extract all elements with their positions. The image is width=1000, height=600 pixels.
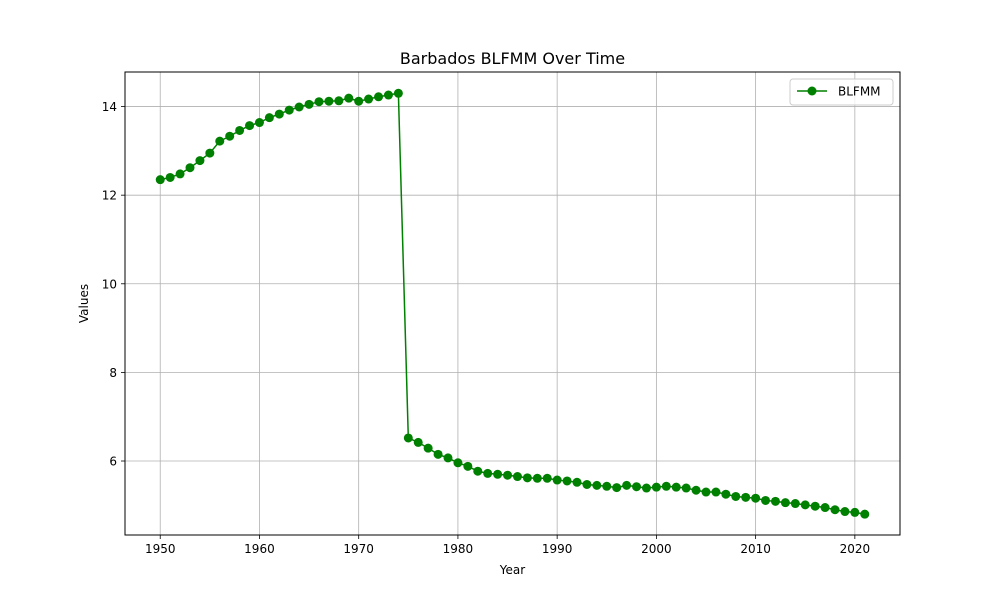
x-tick-label: 1990 xyxy=(542,542,573,556)
legend-marker-swatch xyxy=(807,86,817,96)
data-point xyxy=(403,433,413,443)
data-point xyxy=(433,449,443,459)
data-point xyxy=(512,472,522,482)
data-point xyxy=(850,507,860,517)
data-point xyxy=(691,485,701,495)
legend-box xyxy=(789,78,894,106)
data-point xyxy=(582,479,592,489)
data-point xyxy=(503,470,513,480)
grid xyxy=(125,72,900,535)
data-point xyxy=(254,118,264,128)
data-point xyxy=(185,163,195,173)
series-layer xyxy=(155,88,870,519)
data-point xyxy=(770,496,780,506)
data-point xyxy=(840,507,850,517)
data-point xyxy=(810,501,820,511)
y-tick-label: 12 xyxy=(102,189,117,203)
x-tick-label: 1980 xyxy=(443,542,474,556)
y-tick-label: 14 xyxy=(102,100,117,114)
data-point xyxy=(761,495,771,505)
data-point xyxy=(790,499,800,509)
x-tick-label: 2010 xyxy=(740,542,771,556)
data-point xyxy=(284,105,294,115)
data-point xyxy=(522,473,532,483)
data-point xyxy=(622,480,632,490)
data-point xyxy=(274,109,284,119)
x-tick-label: 1970 xyxy=(343,542,374,556)
data-point xyxy=(800,500,810,510)
data-point xyxy=(741,492,751,502)
y-axis: 6 8 10 12 14 xyxy=(102,100,125,469)
data-point xyxy=(225,131,235,141)
data-point xyxy=(324,96,334,106)
data-point xyxy=(205,148,215,158)
data-point xyxy=(393,88,403,98)
data-point xyxy=(751,493,761,503)
data-point xyxy=(552,475,562,485)
data-point xyxy=(354,96,364,106)
data-point xyxy=(532,473,542,483)
data-point xyxy=(671,482,681,492)
data-point xyxy=(264,113,274,123)
data-point xyxy=(572,477,582,487)
y-tick-label: 6 xyxy=(109,455,117,469)
data-point xyxy=(681,483,691,493)
data-point xyxy=(304,99,314,109)
data-point xyxy=(473,466,483,476)
legend-label: BLFMM xyxy=(838,85,881,99)
data-point xyxy=(344,93,354,103)
data-point xyxy=(661,481,671,491)
data-point xyxy=(235,125,245,135)
legend: BLFMM xyxy=(789,78,894,106)
plot-frame xyxy=(124,71,901,536)
x-tick-label: 2000 xyxy=(641,542,672,556)
x-axis: 1950 1960 1970 1980 1990 2000 2010 2020 xyxy=(145,535,870,556)
x-axis-title: Year xyxy=(499,563,525,577)
data-point xyxy=(860,509,870,519)
data-point xyxy=(155,175,165,185)
chart-title: Barbados BLFMM Over Time xyxy=(400,49,625,68)
data-point xyxy=(245,121,255,131)
y-axis-title: Values xyxy=(77,284,91,323)
x-tick-label: 1950 xyxy=(145,542,176,556)
y-tick-label: 10 xyxy=(102,277,117,291)
data-point xyxy=(592,480,602,490)
data-point xyxy=(423,443,433,453)
data-point xyxy=(780,498,790,508)
data-point xyxy=(175,169,185,179)
data-point xyxy=(383,90,393,100)
data-point xyxy=(215,136,225,146)
data-point xyxy=(374,92,384,102)
data-point xyxy=(493,469,503,479)
data-point xyxy=(721,489,731,499)
data-point xyxy=(443,453,453,463)
data-point xyxy=(453,458,463,468)
data-point xyxy=(632,482,642,492)
data-point xyxy=(641,483,651,493)
data-point xyxy=(334,96,344,106)
data-point xyxy=(294,102,304,112)
data-point xyxy=(314,97,324,107)
data-point xyxy=(602,481,612,491)
data-point xyxy=(195,156,205,166)
data-point xyxy=(651,482,661,492)
x-tick-label: 1960 xyxy=(244,542,275,556)
data-point xyxy=(483,468,493,478)
data-point xyxy=(731,491,741,501)
data-point xyxy=(165,172,175,182)
data-point xyxy=(413,437,423,447)
data-point xyxy=(711,487,721,497)
x-tick-label: 2020 xyxy=(840,542,871,556)
data-point xyxy=(830,505,840,515)
data-point xyxy=(701,487,711,497)
data-point xyxy=(364,94,374,104)
data-point xyxy=(542,473,552,483)
y-tick-label: 8 xyxy=(109,366,117,380)
data-point xyxy=(820,503,830,513)
data-point xyxy=(612,483,622,493)
data-point xyxy=(463,461,473,471)
data-point xyxy=(562,476,572,486)
